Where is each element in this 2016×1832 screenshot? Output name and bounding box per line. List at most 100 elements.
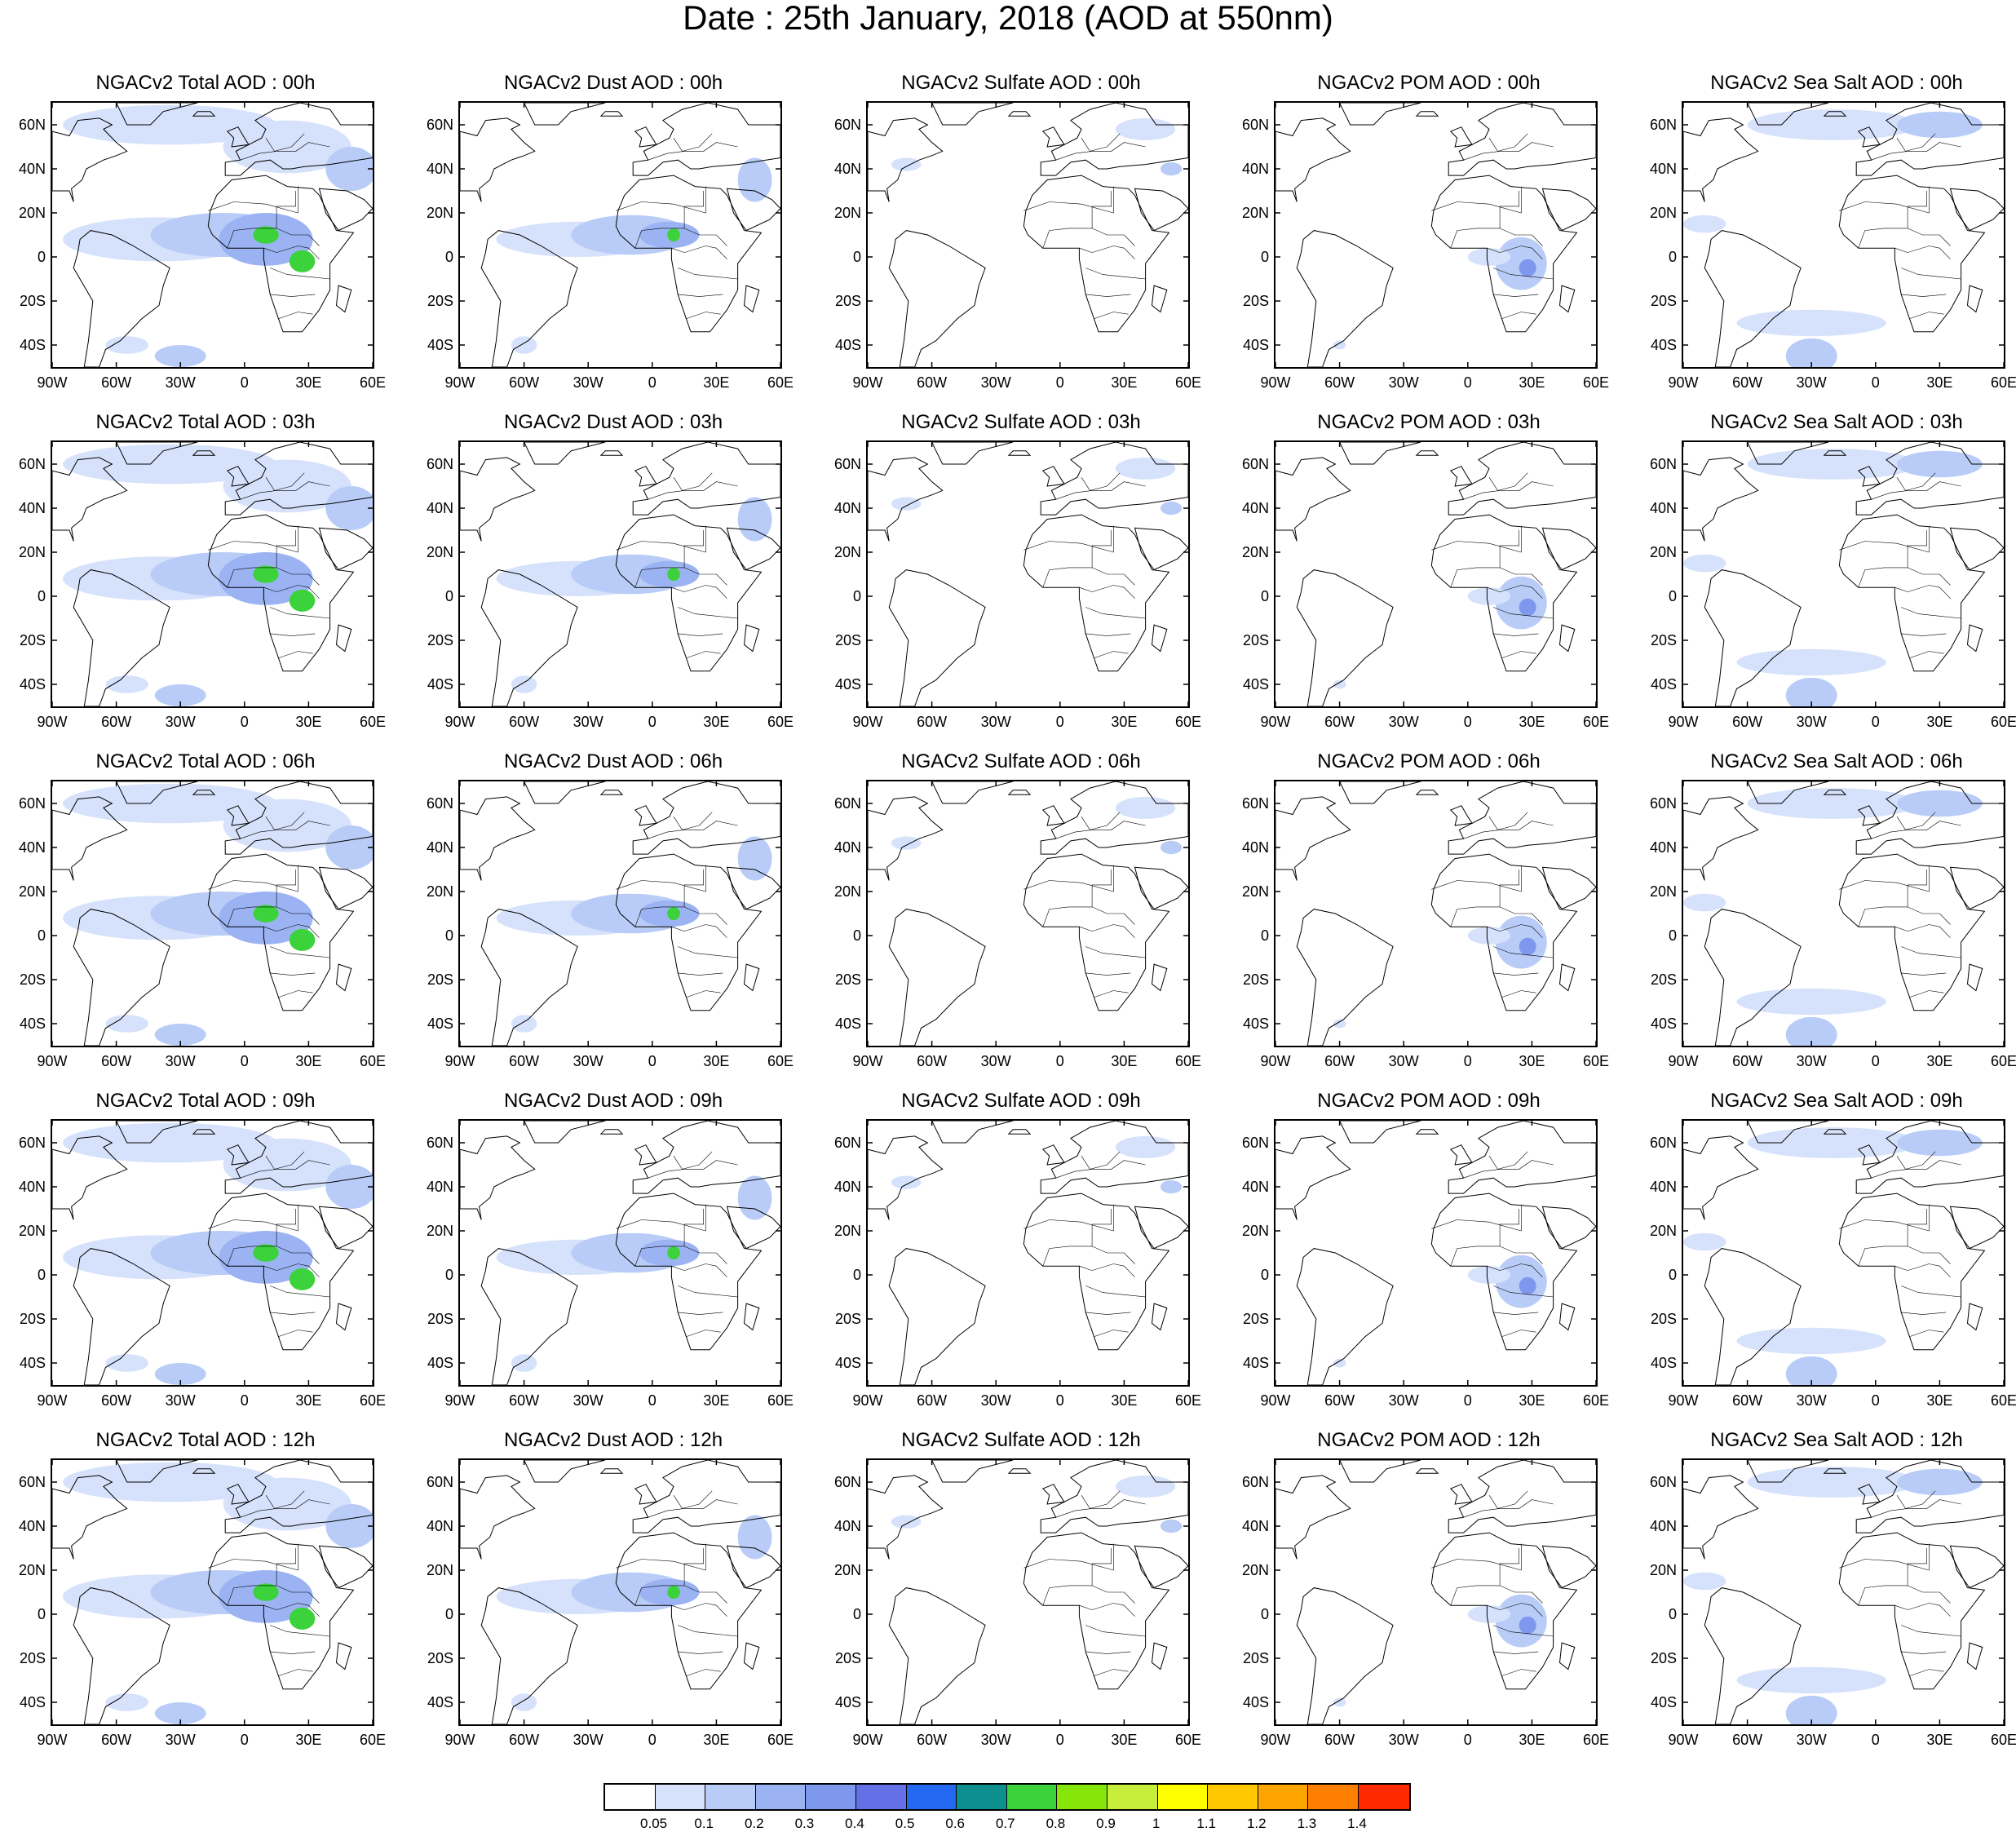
lon-label: 60E xyxy=(1990,374,2016,391)
coastline xyxy=(1448,781,1596,855)
aod-plume xyxy=(223,1138,351,1192)
map-canvas xyxy=(868,1121,1188,1385)
colorbar-label: 0.9 xyxy=(1096,1816,1116,1831)
coastline xyxy=(1704,230,1802,367)
colorbar-label: 1 xyxy=(1152,1816,1161,1831)
aod-plume xyxy=(1785,1356,1837,1385)
aod-plume xyxy=(1160,1519,1183,1533)
lon-label: 0 xyxy=(1055,1053,1064,1069)
country-border xyxy=(1894,1603,1951,1617)
aod-plume xyxy=(1897,1468,1983,1496)
country-border xyxy=(1858,228,1951,249)
lat-label: 20S xyxy=(1242,632,1269,648)
aod-plume xyxy=(63,1462,277,1502)
lat-label: 0 xyxy=(852,927,861,944)
country-border xyxy=(270,1625,330,1637)
lat-label: 20N xyxy=(18,1223,46,1239)
lon-label: 60W xyxy=(917,1732,948,1748)
coastline xyxy=(1966,285,1983,313)
map-canvas xyxy=(52,103,373,367)
country-border xyxy=(1499,870,1520,907)
aod-plume xyxy=(325,825,373,870)
country-border xyxy=(1431,186,1522,214)
lon-label: 30E xyxy=(1111,374,1138,391)
aod-plume xyxy=(1160,162,1183,176)
country-border xyxy=(683,191,705,228)
country-border xyxy=(678,972,723,976)
aod-plume xyxy=(289,928,316,951)
coastline xyxy=(1151,963,1168,992)
panel-title: NGACv2 Sea Salt AOD : 06h xyxy=(1710,750,1963,772)
map-canvas xyxy=(1275,1460,1596,1724)
panel-title: NGACv2 Total AOD : 00h xyxy=(95,72,316,94)
lat-label: 0 xyxy=(37,1267,46,1283)
colorbar-box xyxy=(957,1785,1007,1809)
lat-label: 20N xyxy=(833,1562,861,1578)
coastline xyxy=(226,126,250,148)
country-border xyxy=(1499,1209,1520,1246)
country-border xyxy=(1431,1543,1522,1571)
coastline xyxy=(1134,1206,1188,1250)
aod-plume xyxy=(223,459,351,513)
lon-label: 90W xyxy=(444,374,475,391)
country-border xyxy=(678,946,738,958)
lat-label: 40N xyxy=(426,1179,453,1195)
aod-plume xyxy=(737,836,772,881)
lat-label: 0 xyxy=(444,249,453,265)
coastline xyxy=(1007,790,1032,795)
coastline xyxy=(524,103,606,126)
coastline xyxy=(1275,117,1351,202)
coastline xyxy=(1683,457,1759,542)
lat-label: 0 xyxy=(1668,1606,1677,1622)
lon-label: 60W xyxy=(101,1053,132,1069)
lon-label: 60E xyxy=(1990,714,2016,730)
aod-plume xyxy=(1683,1572,1726,1591)
lon-label: 60E xyxy=(1174,1053,1202,1069)
coastline xyxy=(1430,853,1578,1011)
lon-label: 0 xyxy=(1463,1732,1472,1748)
lon-label: 60E xyxy=(1582,714,1610,730)
coastline xyxy=(116,1121,198,1144)
aod-plume xyxy=(1333,1358,1346,1368)
coastline xyxy=(73,1248,170,1385)
lat-label: 40N xyxy=(1241,839,1269,856)
lat-label: 20N xyxy=(833,883,861,900)
lat-label: 20S xyxy=(19,1311,46,1327)
coastline xyxy=(1296,909,1394,1046)
country-border xyxy=(1488,1490,1528,1509)
coastline xyxy=(52,1135,128,1220)
coastline xyxy=(460,457,536,542)
coastline xyxy=(524,1460,606,1483)
country-border xyxy=(1909,990,1944,998)
coastline xyxy=(1339,1121,1421,1144)
aod-plume xyxy=(1785,338,1837,367)
country-border xyxy=(1055,821,1146,839)
coastline xyxy=(460,1135,536,1220)
colorbar xyxy=(603,1783,1411,1811)
coastline xyxy=(1134,527,1188,571)
lon-label: 30W xyxy=(165,374,196,391)
country-border xyxy=(1055,1160,1146,1179)
country-border xyxy=(1091,530,1112,568)
country-border xyxy=(240,481,330,500)
colorbar-box xyxy=(1358,1785,1409,1809)
coastline xyxy=(192,450,216,456)
coastline xyxy=(207,1532,355,1690)
coastline xyxy=(52,796,128,881)
map-frame xyxy=(51,1119,374,1387)
country-border xyxy=(1501,1669,1536,1676)
lon-label: 60E xyxy=(359,1392,387,1409)
aod-plume xyxy=(1467,1605,1511,1623)
country-border xyxy=(1085,972,1131,976)
coastline xyxy=(1838,1532,1986,1690)
lon-label: 0 xyxy=(1463,1392,1472,1409)
country-border xyxy=(1493,1285,1554,1298)
country-border xyxy=(1450,906,1543,927)
lat-label: 0 xyxy=(1668,1267,1677,1283)
lat-label: 40N xyxy=(1649,161,1677,177)
lon-label: 30E xyxy=(1111,1732,1138,1748)
lon-label: 90W xyxy=(1260,374,1291,391)
country-border xyxy=(1431,525,1522,553)
lon-label: 60E xyxy=(1174,714,1202,730)
coastline xyxy=(1823,450,1847,456)
